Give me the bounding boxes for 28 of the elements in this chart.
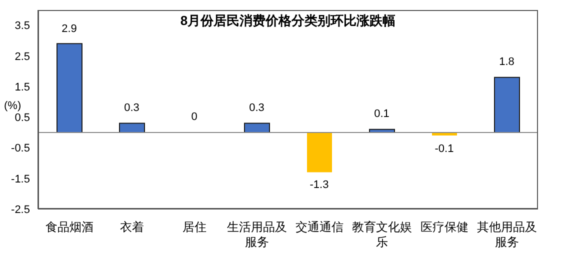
- y-axis-title: (%): [4, 100, 22, 112]
- data-label: 1.8: [498, 55, 516, 70]
- data-label: 0.3: [123, 101, 140, 116]
- x-tick-label: 食品烟酒: [45, 220, 94, 234]
- y-tick-label: 2.5: [14, 50, 30, 63]
- data-label: 0.1: [373, 107, 390, 122]
- x-tick-label: 医疗保健: [420, 220, 468, 234]
- data-label: 0: [190, 110, 198, 124]
- x-tick-label: 居住: [182, 220, 206, 234]
- y-tick-label: -2.5: [11, 204, 30, 216]
- x-tick-label: 其他用品及服务: [476, 220, 537, 249]
- y-tick-label: 0.5: [14, 112, 30, 124]
- x-tick-label: 生活用品及服务: [226, 220, 287, 249]
- x-tick-label: 交通通信: [295, 220, 344, 234]
- bar: [494, 76, 520, 133]
- data-label: -0.1: [434, 142, 455, 156]
- bar: [56, 43, 82, 133]
- x-tick-label: 教育文化娱乐: [352, 220, 412, 249]
- data-label: -1.3: [308, 178, 330, 192]
- y-tick-label: 1.5: [14, 81, 30, 94]
- y-tick-label: 3.5: [14, 20, 30, 32]
- bar: [307, 132, 332, 172]
- chart-title: 8月份居民消费价格分类别环比涨跌幅: [180, 13, 396, 28]
- y-tick-label: -1.5: [11, 173, 30, 186]
- data-label: 2.9: [60, 22, 78, 36]
- y-tick-label: -0.5: [11, 142, 30, 155]
- x-tick-label: 衣着: [120, 220, 144, 234]
- data-label: 0.3: [248, 101, 266, 116]
